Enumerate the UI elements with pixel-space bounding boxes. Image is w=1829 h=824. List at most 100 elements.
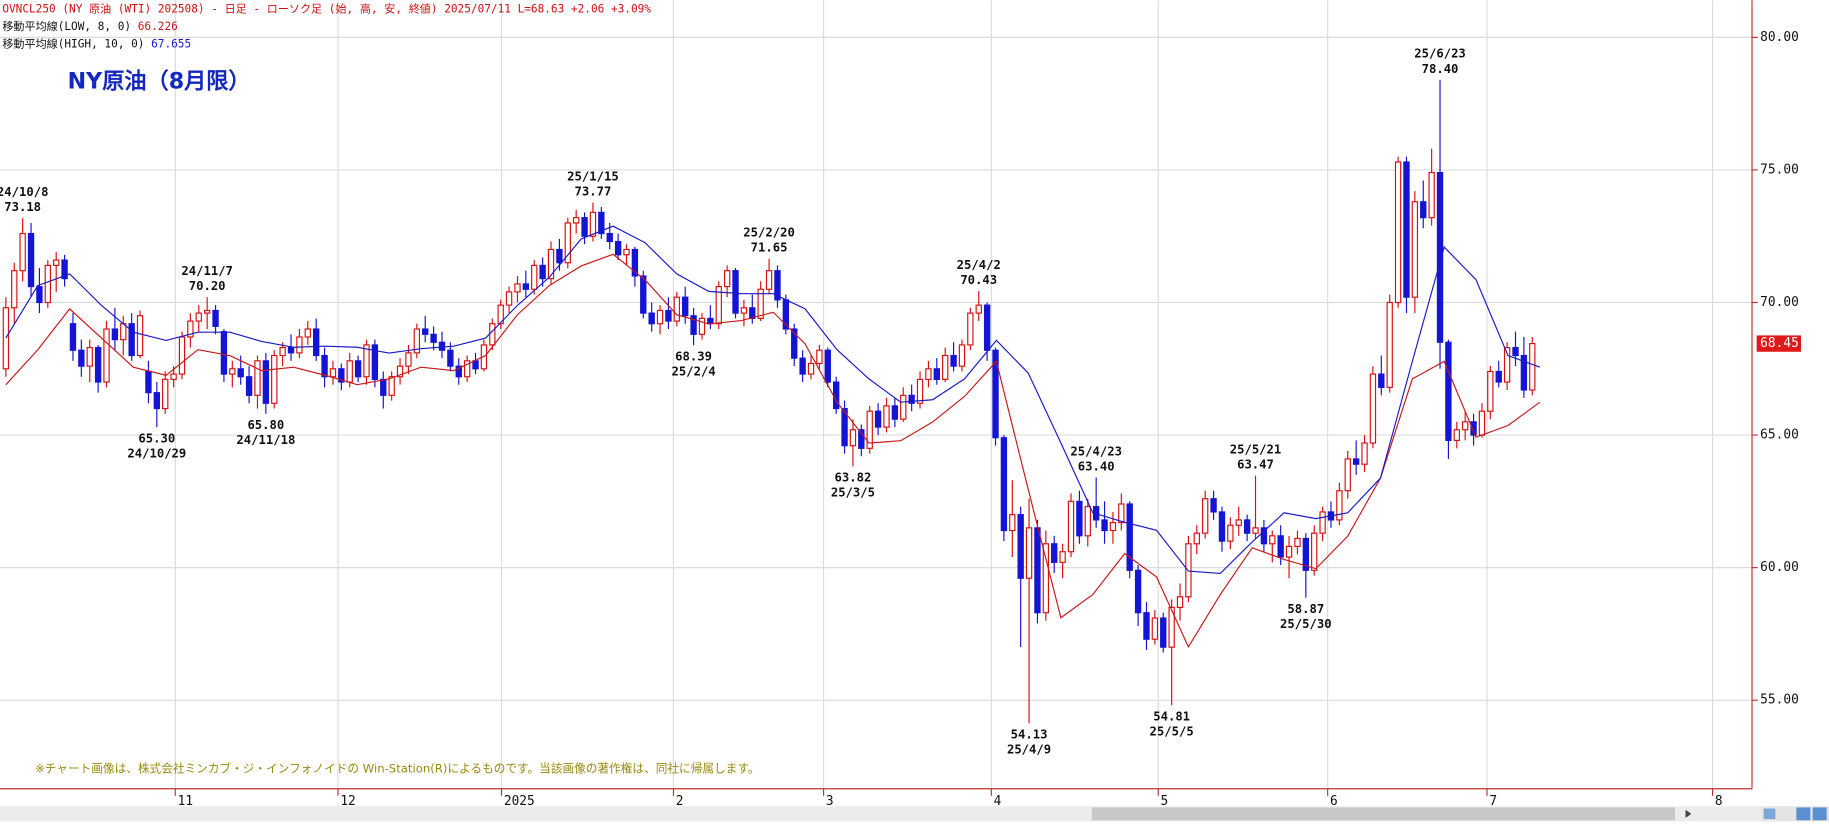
candle-body [992,349,999,439]
zoom-button[interactable] [1763,808,1776,820]
candle-body [967,312,974,346]
candle-body [1067,500,1075,553]
candle-body [1294,537,1301,548]
candle-body [891,405,899,420]
annotation-date: 24/10/29 [127,446,186,460]
candle-body [598,211,605,235]
candle-body [656,309,664,325]
candle-body [539,264,546,280]
candle-body [958,344,966,367]
annotation-value: 65.80 [247,418,284,432]
candle-body [489,323,496,346]
candle-body [304,328,311,338]
annotation-value: 68.39 [675,349,712,363]
candle-body [1277,535,1284,558]
x-tick-label: 12 [340,794,355,809]
candle-body [807,362,815,375]
annotation-value: 70.20 [189,279,226,293]
candle-body [237,368,244,378]
x-tick-label: 4 [994,794,1002,809]
x-tick-label: 7 [1489,794,1497,809]
annotation-value: 63.47 [1237,458,1274,472]
candle-body [556,248,563,264]
annotation-date: 25/5/5 [1150,725,1194,739]
candle-body [874,410,882,428]
x-tick-label: 11 [178,794,193,809]
plot [2,79,1541,724]
candle-body [572,217,580,224]
candle-body [732,270,739,314]
candle-body [816,349,823,365]
candle-body [983,304,991,351]
candle-body [354,360,362,378]
candle-body [111,328,119,341]
candle-body [1252,527,1259,534]
candle-body [883,405,890,428]
candle-body [1009,514,1016,532]
zoom-controls[interactable] [1761,806,1829,822]
candle-body [1202,498,1209,534]
candle-body [1076,500,1083,537]
candle-body [78,349,85,367]
candle-body [271,354,278,404]
candle-body [640,275,647,314]
candle-body [1134,569,1142,614]
candle-body [1503,346,1511,383]
scroll-thumb[interactable] [1091,807,1676,821]
x-tick-label: 6 [1330,794,1338,809]
candle-body [698,317,706,335]
candle-body [1285,545,1293,558]
candle-body [623,248,630,256]
zoom-button[interactable] [1796,807,1811,821]
y-tick-label: 70.00 [1760,295,1799,310]
legend-high: 移動平均線(HIGH, 10, 0) 67.655 [2,37,191,51]
candle-body [581,217,588,237]
candle-body [162,378,169,410]
candle-body [1394,161,1402,304]
candle-body [707,317,714,325]
candle-body [2,307,10,370]
candle-body [1361,442,1368,465]
candle-body [606,232,613,243]
candle-body [1051,543,1058,563]
candle-body [1470,421,1477,436]
candle-body [380,378,387,396]
x-tick-label: 8 [1715,794,1723,809]
candle-body [212,309,219,327]
candle-body [313,328,320,357]
candle-body [438,341,446,351]
candle-body [1218,511,1226,542]
legend-value: 67.655 [151,38,191,51]
candle-body [1235,519,1242,526]
candle-body [1411,201,1419,298]
candle-body [648,312,655,325]
legend-name: 移動平均線(LOW, 8, 0) [2,19,131,33]
candle-body [1487,370,1494,412]
annotation-value: 73.77 [575,185,612,199]
zoom-button[interactable] [1812,807,1827,821]
candle-body [170,373,177,380]
candle-body [1319,511,1326,534]
candle-body [53,259,60,266]
candle-body [447,349,454,367]
candle-body [942,354,949,380]
candle-body [665,309,672,322]
x-tick-label: 5 [1161,794,1169,809]
y-tick-label: 55.00 [1760,693,1799,708]
candle-body [338,368,345,383]
candle-body [203,309,211,314]
candle-body [1529,343,1536,391]
candle-body [346,360,353,383]
candle-body [740,307,748,314]
candle-body [396,365,404,378]
candle-body [11,270,18,309]
candle-body [564,222,571,264]
candle-body [36,286,43,304]
grid [0,0,1753,789]
x-tick-label: 2 [676,794,684,809]
annotation-value: 63.82 [835,471,872,485]
candle-body [858,429,865,449]
candle-body [153,392,161,410]
candle-body [254,360,261,396]
scroll-arrow[interactable] [1685,809,1692,818]
